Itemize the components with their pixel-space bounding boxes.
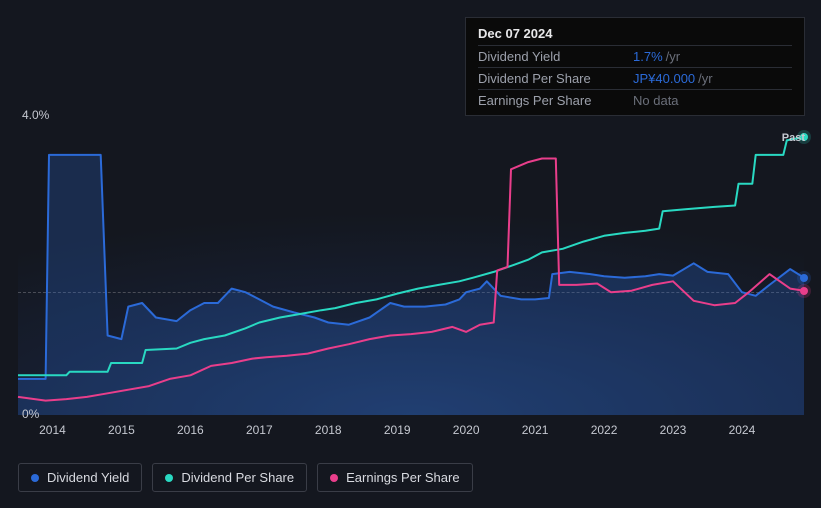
- legend-item-earnings-per-share[interactable]: Earnings Per Share: [317, 463, 472, 492]
- legend-label: Dividend Yield: [47, 470, 129, 485]
- chart-tooltip: Dec 07 2024 Dividend Yield 1.7% /yr Divi…: [465, 17, 805, 116]
- tooltip-label: Earnings Per Share: [478, 93, 633, 108]
- tooltip-date: Dec 07 2024: [478, 26, 792, 41]
- tooltip-value: 1.7% /yr: [633, 49, 680, 64]
- y-axis-label: 4.0%: [22, 108, 49, 122]
- x-axis-label: 2017: [246, 423, 273, 437]
- tooltip-value-unit: /yr: [666, 49, 680, 64]
- chart-legend: Dividend Yield Dividend Per Share Earnin…: [18, 463, 473, 492]
- x-axis-label: 2015: [108, 423, 135, 437]
- tooltip-label: Dividend Yield: [478, 49, 633, 64]
- tooltip-nodata: No data: [633, 93, 679, 108]
- legend-item-dividend-yield[interactable]: Dividend Yield: [18, 463, 142, 492]
- legend-dot-icon: [31, 474, 39, 482]
- y-axis-label: 0%: [22, 407, 39, 421]
- legend-dot-icon: [165, 474, 173, 482]
- x-axis-label: 2016: [177, 423, 204, 437]
- tooltip-value-unit: /yr: [698, 71, 712, 86]
- legend-label: Dividend Per Share: [181, 470, 294, 485]
- x-axis-label: 2024: [729, 423, 756, 437]
- series-area: [18, 155, 804, 415]
- tooltip-row: Dividend Yield 1.7% /yr: [478, 45, 792, 67]
- x-axis-label: 2023: [660, 423, 687, 437]
- legend-label: Earnings Per Share: [346, 470, 459, 485]
- tooltip-row: Earnings Per Share No data: [478, 89, 792, 111]
- series-end-marker-icon: [800, 274, 808, 282]
- x-axis-label: 2022: [591, 423, 618, 437]
- x-axis-label: 2020: [453, 423, 480, 437]
- chart-lines-svg: [18, 126, 804, 415]
- past-badge: Past: [782, 132, 805, 144]
- series-end-marker-icon: [800, 287, 808, 295]
- x-axis-label: 2018: [315, 423, 342, 437]
- x-axis-label: 2021: [522, 423, 549, 437]
- tooltip-value: JP¥40.000 /yr: [633, 71, 713, 86]
- tooltip-value-number: 1.7%: [633, 49, 663, 64]
- tooltip-label: Dividend Per Share: [478, 71, 633, 86]
- x-axis-label: 2014: [39, 423, 66, 437]
- legend-item-dividend-per-share[interactable]: Dividend Per Share: [152, 463, 307, 492]
- x-axis-label: 2019: [384, 423, 411, 437]
- tooltip-value-number: JP¥40.000: [633, 71, 695, 86]
- dividend-chart: Dec 07 2024 Dividend Yield 1.7% /yr Divi…: [0, 0, 821, 508]
- tooltip-row: Dividend Per Share JP¥40.000 /yr: [478, 67, 792, 89]
- legend-dot-icon: [330, 474, 338, 482]
- tooltip-value: No data: [633, 93, 679, 108]
